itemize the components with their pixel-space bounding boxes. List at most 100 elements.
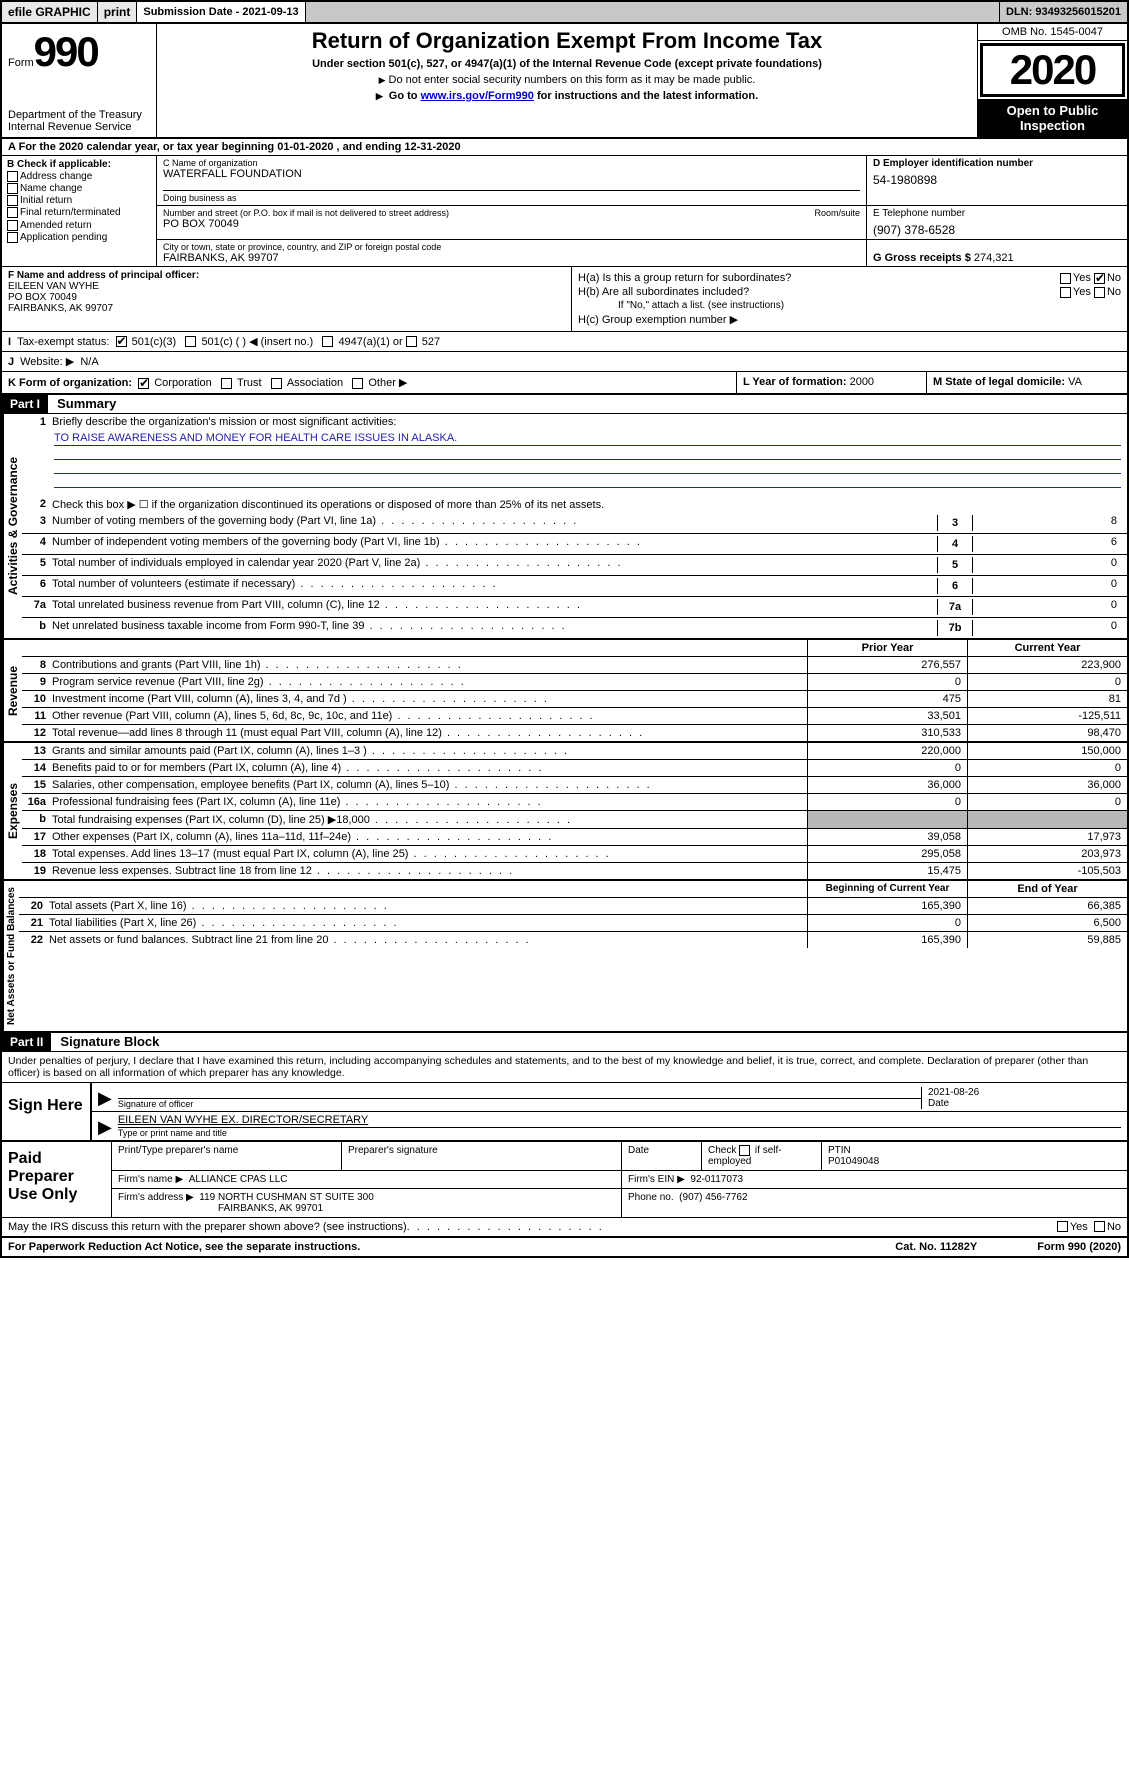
chk-amended[interactable] — [7, 220, 18, 231]
type-name-label: Type or print name and title — [118, 1128, 1121, 1138]
ag-num: 5 — [26, 557, 52, 569]
row-j: J Website: ▶ N/A — [2, 352, 1127, 372]
hdr-end-year: End of Year — [967, 881, 1127, 897]
trow-prior: 0 — [807, 760, 967, 776]
trow-text: Salaries, other compensation, employee b… — [50, 777, 807, 793]
discuss-yes-label: Yes — [1070, 1221, 1088, 1233]
chk-initial-return[interactable] — [7, 195, 18, 206]
section-b: B Check if applicable: Address change Na… — [2, 156, 157, 266]
ag-text: Number of independent voting members of … — [52, 536, 933, 548]
chk-527[interactable] — [406, 336, 417, 347]
chk-name-change[interactable] — [7, 183, 18, 194]
cell-e: E Telephone number (907) 378-6528 — [867, 206, 1127, 239]
trow-16a: 16aProfessional fundraising fees (Part I… — [22, 794, 1127, 811]
trow-text: Benefits paid to or for members (Part IX… — [50, 760, 807, 776]
hb-yes[interactable] — [1060, 287, 1071, 298]
chk-assoc[interactable] — [271, 378, 282, 389]
cell-d: D Employer identification number 54-1980… — [867, 156, 1127, 205]
trow-curr: 66,385 — [967, 898, 1127, 914]
chk-final-return[interactable] — [7, 207, 18, 218]
firm-addr-row: Firm's address ▶ 119 NORTH CUSHMAN ST SU… — [112, 1189, 1127, 1217]
trow-num: 18 — [22, 846, 50, 862]
officer-addr1: PO BOX 70049 — [8, 292, 77, 303]
footer-row: For Paperwork Reduction Act Notice, see … — [2, 1238, 1127, 1256]
submission-date: Submission Date - 2021-09-13 — [137, 2, 305, 22]
chk-self-employed[interactable] — [739, 1145, 750, 1156]
trow-8: 8Contributions and grants (Part VIII, li… — [22, 657, 1127, 674]
ag-text: Total number of individuals employed in … — [52, 557, 933, 569]
chk-other[interactable] — [352, 378, 363, 389]
i-label: Tax-exempt status: — [17, 336, 109, 348]
line1-text: Briefly describe the organization's miss… — [52, 416, 1123, 428]
trow-curr: 36,000 — [967, 777, 1127, 793]
website-value: N/A — [80, 356, 98, 368]
org-name: WATERFALL FOUNDATION — [163, 168, 860, 180]
discuss-no[interactable] — [1094, 1221, 1105, 1232]
addr-value: PO BOX 70049 — [163, 218, 860, 230]
ag-num: 6 — [26, 578, 52, 590]
chk-4947[interactable] — [322, 336, 333, 347]
hb-label: H(b) Are all subordinates included? — [578, 286, 749, 298]
officer-name: EILEEN VAN WYHE — [8, 281, 99, 292]
chk-501c3[interactable] — [116, 336, 127, 347]
net-header-row: Beginning of Current Year End of Year — [19, 881, 1127, 898]
ag-box: 3 — [937, 515, 973, 531]
trow-text: Professional fundraising fees (Part IX, … — [50, 794, 807, 810]
phone-label: E Telephone number — [873, 208, 1121, 219]
trow-curr: 98,470 — [967, 725, 1127, 741]
firm-addr2: FAIRBANKS, AK 99701 — [118, 1203, 323, 1214]
ha-no[interactable] — [1094, 273, 1105, 284]
ag-val: 0 — [973, 557, 1123, 569]
firm-phone-label: Phone no. — [628, 1192, 674, 1203]
room-suite-label: Room/suite — [814, 208, 860, 218]
ag-text: Net unrelated business taxable income fr… — [52, 620, 933, 632]
firm-name-value: ALLIANCE CPAS LLC — [189, 1174, 288, 1185]
ag-val: 8 — [973, 515, 1123, 527]
irs-link[interactable]: www.irs.gov/Form990 — [421, 90, 534, 102]
opt-amended: Amended return — [20, 220, 92, 231]
trow-curr: -105,503 — [967, 863, 1127, 879]
trow-curr: 6,500 — [967, 915, 1127, 931]
chk-address-change[interactable] — [7, 171, 18, 182]
chk-501c[interactable] — [185, 336, 196, 347]
trow-20: 20Total assets (Part X, line 16)165,3906… — [19, 898, 1127, 915]
ag-box: 7b — [937, 620, 973, 636]
section-b-label: B Check if applicable: — [7, 159, 151, 170]
netassets-section: Net Assets or Fund Balances Beginning of… — [2, 881, 1127, 1033]
vlabel-revenue: Revenue — [2, 640, 22, 741]
form-frame: Form 990 Department of the Treasury Inte… — [0, 24, 1129, 1258]
trow-22: 22Net assets or fund balances. Subtract … — [19, 932, 1127, 948]
opt-initial-return: Initial return — [20, 195, 72, 206]
mission-blank2 — [54, 460, 1121, 474]
ag-text: Number of voting members of the governin… — [52, 515, 933, 527]
trow-text: Total fundraising expenses (Part IX, col… — [50, 811, 807, 828]
chk-corp[interactable] — [138, 378, 149, 389]
topbar-spacer — [306, 2, 1000, 22]
trow-text: Total expenses. Add lines 13–17 (must eq… — [50, 846, 807, 862]
officer-signature-field[interactable] — [118, 1085, 921, 1099]
sig-date-label: Date — [928, 1098, 1121, 1109]
ssn-note: Do not enter social security numbers on … — [165, 74, 969, 86]
trow-18: 18Total expenses. Add lines 13–17 (must … — [22, 846, 1127, 863]
trow-num: 16a — [22, 794, 50, 810]
trow-curr: 223,900 — [967, 657, 1127, 673]
print-button[interactable]: print — [98, 2, 138, 22]
ag-num: 7a — [26, 599, 52, 611]
k-label: K Form of organization: — [8, 377, 132, 389]
c-name-label: C Name of organization — [163, 158, 860, 168]
l-label: L Year of formation: — [743, 376, 847, 388]
discuss-yes[interactable] — [1057, 1221, 1068, 1232]
trow-text: Contributions and grants (Part VIII, lin… — [50, 657, 807, 673]
ag-num: b — [26, 620, 52, 632]
row-l: L Year of formation: 2000 — [737, 372, 927, 393]
trow-curr: 0 — [967, 760, 1127, 776]
ha-label: H(a) Is this a group return for subordin… — [578, 272, 791, 284]
i-lead: I — [8, 336, 11, 348]
ag-text: Total number of volunteers (estimate if … — [52, 578, 933, 590]
ag-line-7a: 7aTotal unrelated business revenue from … — [22, 597, 1127, 618]
chk-trust[interactable] — [221, 378, 232, 389]
hb-no[interactable] — [1094, 287, 1105, 298]
trow-text: Total revenue—add lines 8 through 11 (mu… — [50, 725, 807, 741]
ha-yes[interactable] — [1060, 273, 1071, 284]
chk-app-pending[interactable] — [7, 232, 18, 243]
